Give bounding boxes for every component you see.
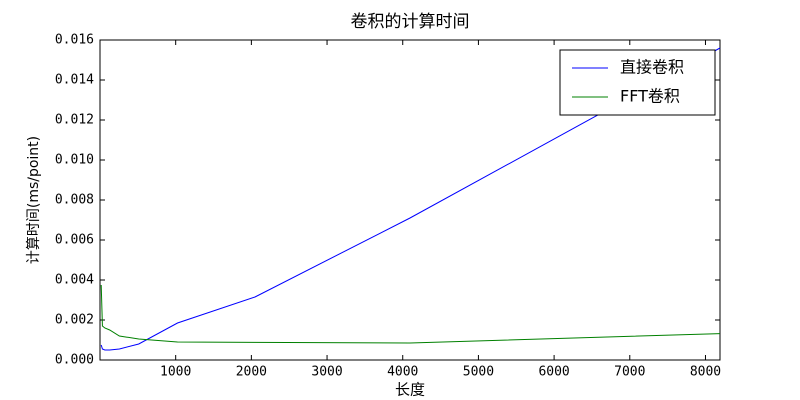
y-tick-label: 0.016 [55,33,94,48]
y-tick-label: 0.006 [55,233,94,248]
x-tick-label: 3000 [311,365,342,380]
x-tick-label: 4000 [387,365,418,380]
y-tick-label: 0.012 [55,113,94,128]
x-tick-label: 5000 [463,365,494,380]
x-tick-label: 2000 [236,365,267,380]
y-tick-label: 0.010 [55,153,94,168]
y-axis-label: 计算时间(ms/point) [26,136,42,264]
y-tick-label: 0.014 [55,73,94,88]
legend-box [559,49,716,116]
x-tick-label: 8000 [690,365,721,380]
y-tick-label: 0.000 [55,353,94,368]
y-tick-label: 0.002 [55,313,94,328]
y-tick-label: 0.004 [55,273,94,288]
series-line [100,47,721,351]
legend-label: 直接卷积 [620,58,684,77]
legend-label: FFT卷积 [620,87,680,106]
x-tick-label: 1000 [160,365,191,380]
x-tick-label: 7000 [614,365,645,380]
chart-title: 卷积的计算时间 [351,12,470,32]
x-axis-label: 长度 [395,381,425,399]
y-tick-label: 0.008 [55,193,94,208]
series-line [100,284,721,344]
x-tick-label: 6000 [538,365,569,380]
